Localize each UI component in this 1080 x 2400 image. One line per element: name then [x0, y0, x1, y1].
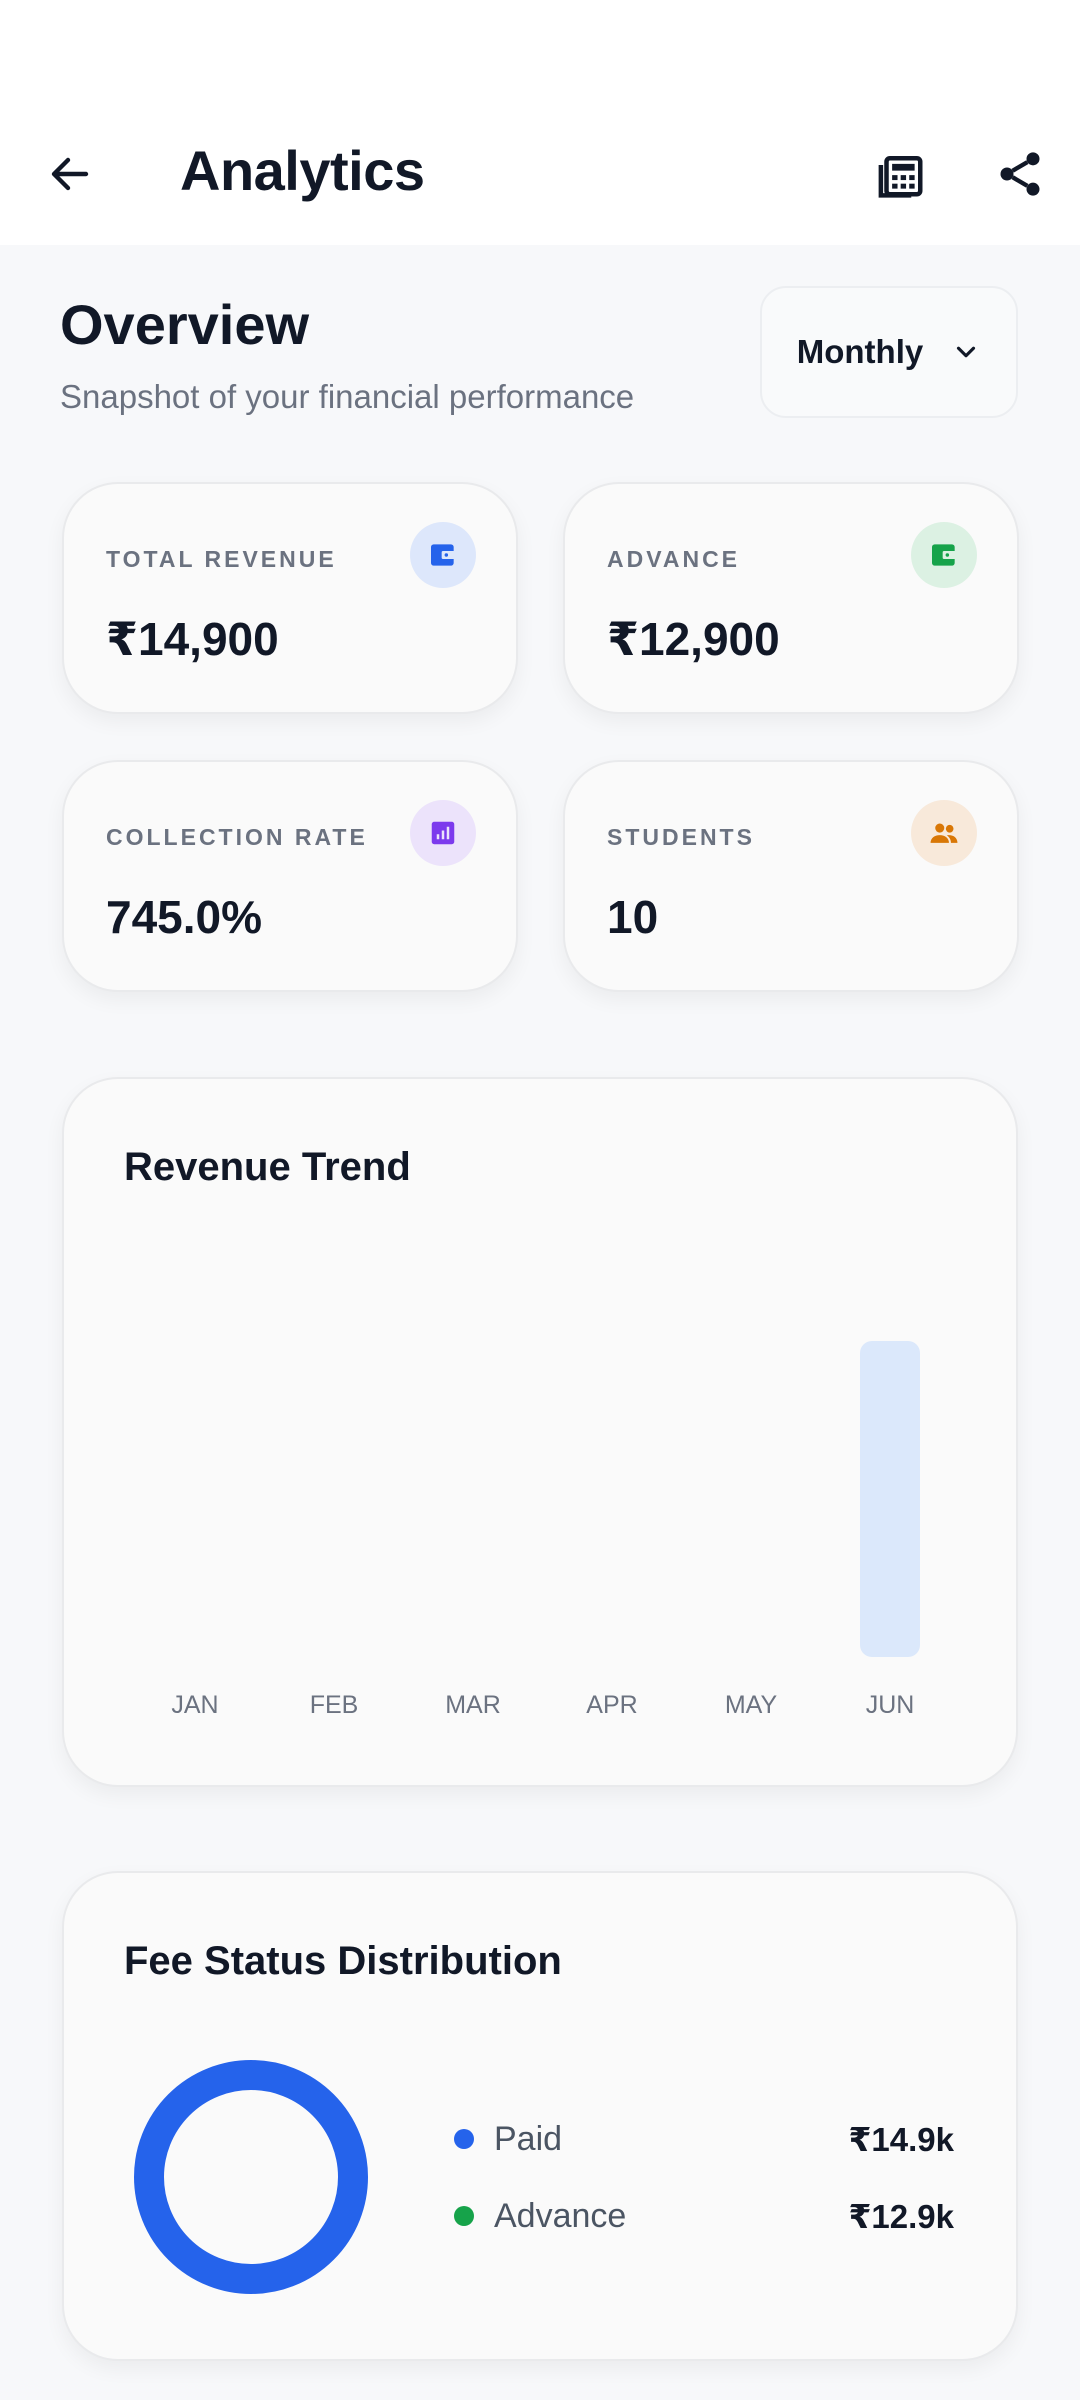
- legend-item-advance: Advance ₹12.9k: [454, 2192, 954, 2242]
- people-icon: [911, 800, 977, 866]
- status-bar: [0, 0, 1080, 100]
- x-tick-label: MAR: [445, 1691, 501, 1719]
- wallet-icon: [410, 522, 476, 588]
- legend-label: Advance: [494, 2197, 627, 2235]
- arrow-left-icon[interactable]: [40, 144, 100, 204]
- stat-label: STUDENTS: [607, 824, 755, 850]
- donut-slice-paid: [134, 2060, 368, 2294]
- revenue-trend-chart: JAN FEB MAR APR MAY JUN: [171, 1341, 920, 1719]
- legend-item-paid: Paid ₹14.9k: [454, 2115, 954, 2165]
- stat-value: 745.0%: [106, 891, 263, 943]
- overview-title: Overview: [60, 293, 310, 356]
- bar-jun: [860, 1341, 920, 1657]
- calculator-icon[interactable]: [870, 144, 930, 204]
- x-tick-label: JUN: [866, 1691, 915, 1719]
- stat-label: TOTAL REVENUE: [106, 546, 337, 572]
- stat-card-advance: ADVANCE ₹12,900: [563, 482, 1019, 714]
- legend-value: ₹12.9k: [848, 2198, 954, 2235]
- fee-status-donut-chart: [134, 2060, 368, 2294]
- period-dropdown[interactable]: Monthly: [760, 286, 1018, 418]
- legend-value: ₹14.9k: [848, 2121, 954, 2158]
- x-tick-label: APR: [586, 1691, 637, 1719]
- fee-status-title: Fee Status Distribution: [124, 1939, 562, 1983]
- legend-label: Paid: [494, 2120, 563, 2158]
- legend-dot: [454, 2206, 474, 2226]
- overview-subtitle: Snapshot of your financial performance: [60, 378, 635, 415]
- stat-card-students: STUDENTS 10: [563, 760, 1019, 992]
- stat-value: ₹12,900: [607, 613, 780, 665]
- bar-chart-icon: [410, 800, 476, 866]
- revenue-trend-card: Revenue Trend JAN FEB MAR APR MAY JUN: [62, 1077, 1018, 1787]
- stat-label: COLLECTION RATE: [106, 824, 368, 850]
- app-bar: Analytics: [0, 100, 1080, 245]
- x-tick-label: MAY: [725, 1691, 778, 1719]
- wallet-icon: [911, 522, 977, 588]
- page-title: Analytics: [180, 139, 425, 202]
- stat-value: ₹14,900: [106, 613, 279, 665]
- legend-dot: [454, 2129, 474, 2149]
- stat-value: 10: [607, 891, 659, 943]
- stat-card-collection-rate: COLLECTION RATE 745.0%: [62, 760, 518, 992]
- x-tick-label: FEB: [310, 1691, 359, 1719]
- stat-label: ADVANCE: [607, 546, 741, 572]
- revenue-trend-title: Revenue Trend: [124, 1145, 411, 1189]
- x-tick-label: JAN: [171, 1691, 218, 1719]
- fee-status-card: Fee Status Distribution Paid ₹14.9k Adva…: [62, 1871, 1018, 2361]
- period-dropdown-label: Monthly: [796, 333, 924, 370]
- stat-card-total-revenue: TOTAL REVENUE ₹14,900: [62, 482, 518, 714]
- share-icon[interactable]: [990, 144, 1050, 204]
- chevron-down-icon: [957, 346, 976, 358]
